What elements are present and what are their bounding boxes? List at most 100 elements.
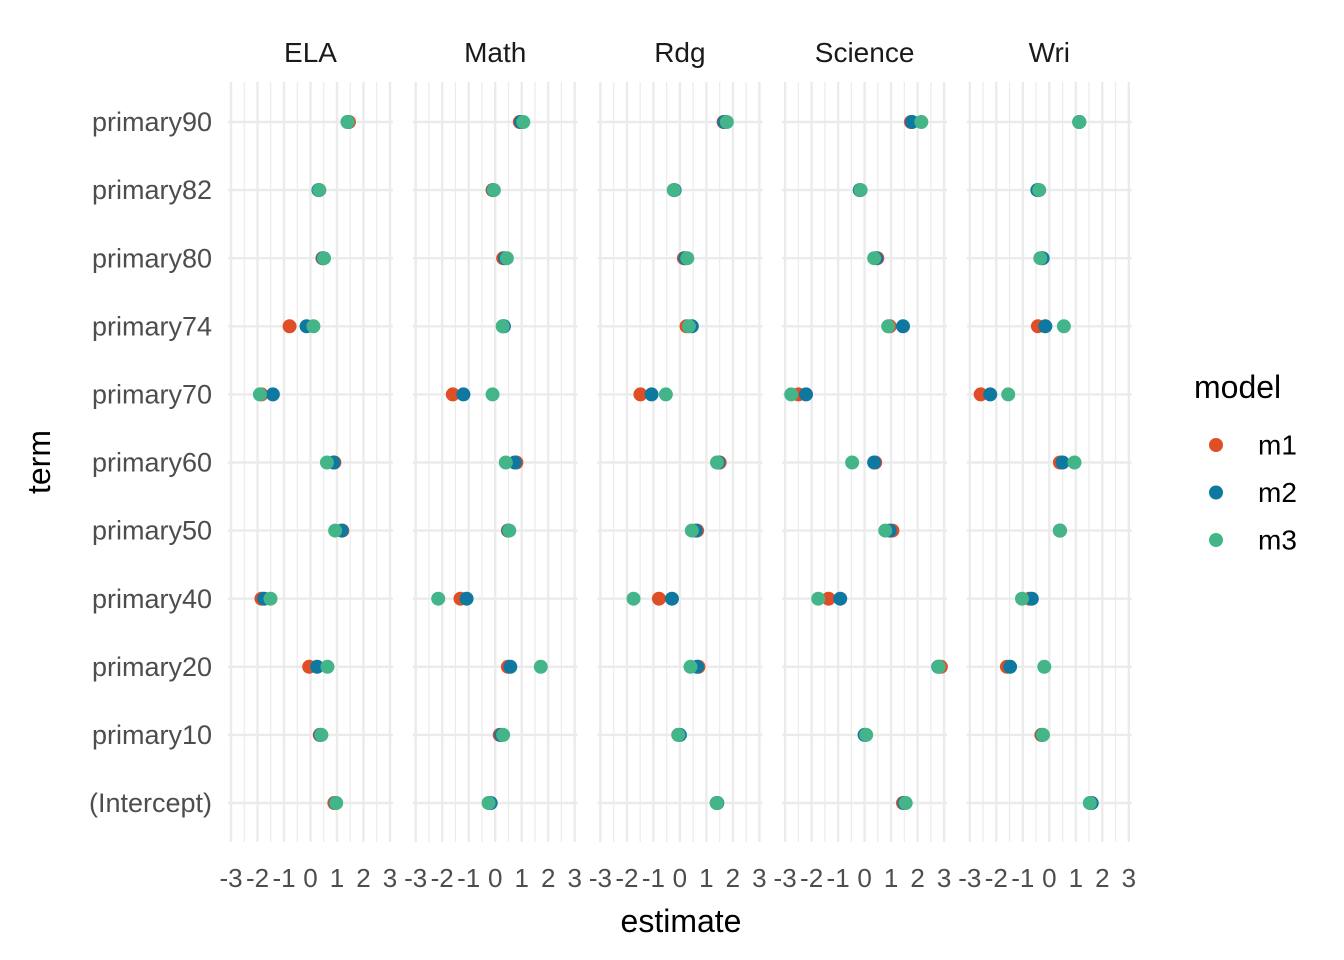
point-m2-primary70 [983, 387, 998, 402]
legend-key [1209, 438, 1223, 452]
point-m3-primary50 [328, 523, 343, 538]
point-m3-primary80 [1033, 251, 1048, 266]
x-tick-label: 2 [356, 863, 370, 893]
x-tick-label: -1 [642, 863, 665, 893]
point-m2-primary20 [310, 659, 325, 674]
point-m3-primary40 [263, 591, 278, 606]
facet-math: Math -3 -2 -1 0 1 2 3 [404, 37, 582, 893]
point-m2-primary40 [459, 591, 474, 606]
facet-strip-label: Wri [1029, 37, 1070, 68]
point-m2-primary40 [664, 591, 679, 606]
point-m2-primary70 [456, 387, 471, 402]
y-tick-label: primary50 [92, 516, 212, 546]
x-tick-label: -3 [404, 863, 427, 893]
point-m3-primary70 [1001, 387, 1016, 402]
point-m2-primary60 [867, 455, 882, 470]
point-m3-primary40 [626, 591, 641, 606]
point-m3-primary80 [317, 251, 332, 266]
x-tick-label: -2 [246, 863, 269, 893]
point-m2-primary60 [1055, 455, 1070, 470]
facet-rdg: Rdg -3 -2 -1 0 1 2 3 [589, 37, 767, 893]
y-tick-label: primary60 [92, 448, 212, 478]
point-m3-primary20 [683, 659, 698, 674]
x-tick-label: -2 [985, 863, 1008, 893]
x-tick-label: 0 [673, 863, 687, 893]
point-m3-primary10 [671, 727, 686, 742]
point-m2-primary20 [1003, 659, 1018, 674]
facet-strip-label: ELA [284, 37, 337, 68]
x-tick-label: -2 [431, 863, 454, 893]
x-tick-label: 1 [514, 863, 528, 893]
point-m3-primary90 [914, 115, 929, 129]
point-m3-primary60 [319, 455, 334, 470]
point-m3-primary20 [533, 659, 548, 674]
point-m3-primary50 [502, 523, 517, 538]
x-tick-label: -1 [457, 863, 480, 893]
point-m3-primary60 [1067, 455, 1082, 470]
point-m3-(Intercept) [329, 796, 344, 810]
legend-item-m3: m3 [1209, 524, 1297, 555]
point-m2-primary70 [799, 387, 814, 402]
point-m1-primary40 [821, 591, 836, 606]
y-tick-label: primary90 [92, 107, 212, 137]
x-tick-label: -3 [589, 863, 612, 893]
facet-strip-label: Science [815, 37, 915, 68]
point-m3-primary70 [784, 387, 799, 402]
y-tick-label: primary80 [92, 243, 212, 273]
legend-key [1209, 533, 1223, 547]
x-tick-label: -1 [272, 863, 295, 893]
point-m3-primary82 [853, 183, 868, 198]
point-m3-primary74 [681, 319, 696, 334]
x-tick-label: 1 [884, 863, 898, 893]
point-m2-primary70 [265, 387, 280, 402]
point-m1-primary70 [445, 387, 460, 402]
point-m2-primary74 [896, 319, 911, 334]
point-m2-primary74 [1038, 319, 1053, 334]
legend-label: m2 [1258, 477, 1297, 508]
y-tick-label: primary74 [92, 311, 212, 341]
point-m3-primary80 [867, 251, 882, 266]
legend-item-m1: m1 [1209, 429, 1297, 460]
x-tick-label: -2 [615, 863, 638, 893]
point-m1-primary74 [282, 319, 297, 334]
x-tick-label: 3 [937, 863, 951, 893]
point-m3-primary74 [495, 319, 510, 334]
point-m3-primary40 [811, 591, 826, 606]
point-m1-primary70 [633, 387, 648, 402]
x-tick-label: -1 [827, 863, 850, 893]
x-tick-label: 1 [699, 863, 713, 893]
point-m3-primary50 [684, 523, 699, 538]
point-m3-primary70 [658, 387, 673, 402]
point-m3-primary70 [485, 387, 500, 402]
x-tick-label: 0 [303, 863, 317, 893]
legend: model m1 m2 m3 [1194, 369, 1297, 555]
point-m3-primary40 [431, 591, 446, 606]
point-m3-primary90 [1072, 115, 1087, 129]
point-m2-primary40 [1024, 591, 1039, 606]
x-tick-label: -3 [219, 863, 242, 893]
facet-wri: Wri -3 -2 -1 0 1 2 3 [958, 37, 1136, 893]
point-m3-primary10 [496, 727, 511, 742]
x-tick-label: -2 [800, 863, 823, 893]
point-m3-primary20 [1037, 659, 1052, 674]
x-tick-label: 2 [1095, 863, 1109, 893]
x-tick-label: 1 [1069, 863, 1083, 893]
legend-label: m1 [1258, 429, 1297, 460]
y-tick-label: primary40 [92, 584, 212, 614]
point-m3-primary50 [1052, 523, 1067, 538]
x-tick-label: 2 [910, 863, 924, 893]
point-m3-primary10 [1035, 727, 1050, 742]
point-m3-primary90 [340, 115, 355, 129]
point-m3-primary82 [666, 183, 681, 198]
point-m3-(Intercept) [481, 796, 496, 810]
x-tick-label: 3 [567, 863, 581, 893]
facet-strip-label: Math [464, 37, 526, 68]
point-m3-primary82 [1032, 183, 1047, 198]
point-m2-primary70 [644, 387, 659, 402]
point-m3-primary90 [719, 115, 734, 129]
y-tick-label: primary10 [92, 720, 212, 750]
point-m3-(Intercept) [1082, 796, 1097, 810]
x-tick-label: 2 [726, 863, 740, 893]
point-m3-primary10 [314, 727, 329, 742]
x-tick-label: -3 [958, 863, 981, 893]
